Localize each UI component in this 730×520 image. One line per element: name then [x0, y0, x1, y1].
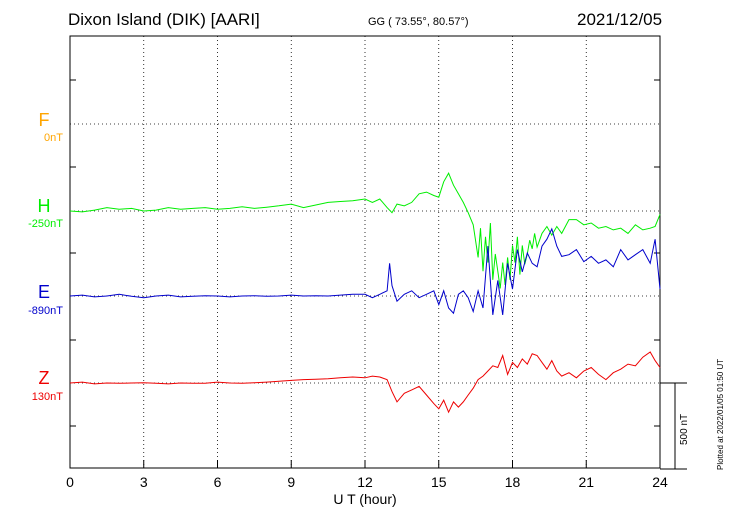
scale-bar-label: 500 nT — [679, 413, 690, 445]
x-tick-label: 12 — [357, 474, 373, 490]
channel-label-e: E — [37, 282, 50, 302]
channel-label-h: H — [37, 196, 51, 216]
geographic-coordinates: GG ( 73.55°, 80.57°) — [368, 16, 469, 28]
channel-label-z: Z — [38, 368, 50, 388]
series-line-h — [69, 172, 661, 289]
channel-baseline-f: 0nT — [44, 132, 63, 144]
series-line-e — [69, 227, 661, 315]
x-tick-label: 21 — [578, 474, 595, 490]
x-tick-label: 18 — [504, 474, 521, 490]
plotted-note: Plotted at 2022/01/05 01:50 UT — [716, 358, 725, 470]
chart-date: 2021/12/05 — [577, 10, 663, 29]
channel-baseline-e: -890nT — [28, 305, 63, 317]
channel-baseline-z: 130nT — [31, 391, 63, 403]
x-tick-label: 15 — [430, 474, 447, 490]
channel-label-f: F — [38, 110, 50, 130]
x-tick-label: 9 — [287, 474, 296, 490]
x-tick-label: 3 — [139, 474, 148, 490]
series-line-z — [69, 351, 661, 414]
x-axis-label: U T (hour) — [333, 491, 397, 507]
x-tick-label: 24 — [652, 474, 668, 490]
x-tick-label: 0 — [66, 474, 74, 490]
station-title: Dixon Island (DIK) [AARI] — [68, 10, 260, 29]
x-tick-label: 6 — [213, 474, 222, 490]
channel-baseline-h: -250nT — [28, 218, 63, 230]
